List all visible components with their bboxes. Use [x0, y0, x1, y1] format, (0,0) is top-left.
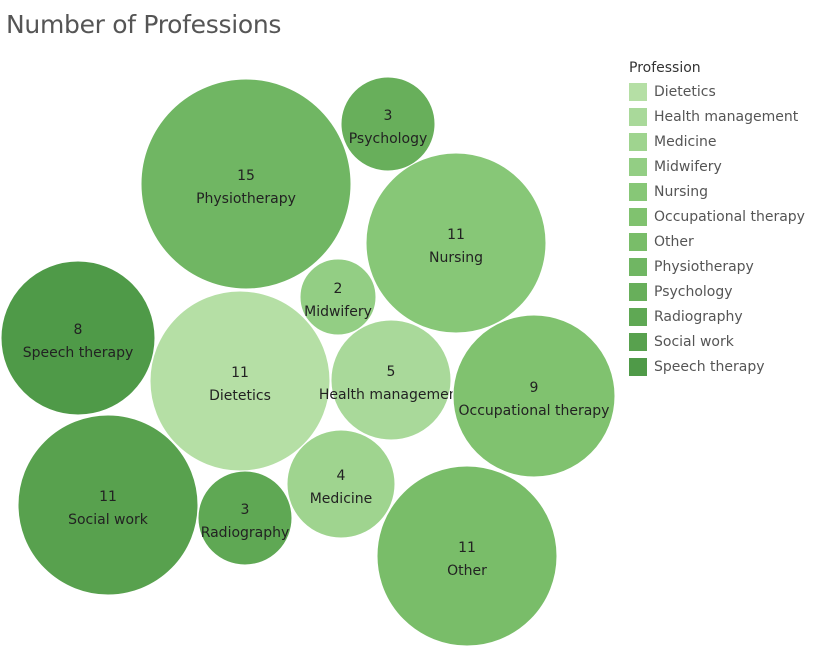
legend-item[interactable]: Midwifery	[629, 154, 805, 179]
legend-item[interactable]: Psychology	[629, 279, 805, 304]
bubble-label: Radiography	[201, 525, 290, 541]
bubble-circle[interactable]	[197, 470, 293, 566]
bubble-label: Speech therapy	[23, 345, 134, 361]
legend-item[interactable]: Social work	[629, 329, 805, 354]
legend-swatch	[629, 132, 647, 151]
legend-label: Other	[654, 233, 694, 250]
legend-swatch	[629, 332, 647, 351]
legend-swatch	[629, 282, 647, 301]
bubble-label: Occupational therapy	[459, 403, 610, 419]
bubble-chart: 15 Physiotherapy 3 Psychology 11 Nursing 2 Midw…	[0, 76, 616, 647]
bubble-circle[interactable]	[299, 258, 377, 336]
legend-label: Social work	[654, 333, 734, 350]
bubble-other[interactable]: 11 Other	[376, 465, 558, 647]
bubble-psychology[interactable]: 3 Psychology	[340, 76, 436, 172]
legend-item[interactable]: Dietetics	[629, 79, 805, 104]
bubble-value: 15	[237, 168, 255, 184]
bubble-value: 2	[334, 281, 343, 297]
legend-swatch	[629, 207, 647, 226]
bubble-speech-therapy[interactable]: 8 Speech therapy	[0, 260, 156, 416]
legend-item[interactable]: Health management	[629, 104, 805, 129]
legend-swatch	[629, 307, 647, 326]
bubble-label: Psychology	[349, 131, 428, 147]
bubble-circle[interactable]	[452, 314, 616, 478]
bubble-circle[interactable]	[140, 78, 352, 290]
bubble-value: 8	[74, 322, 83, 338]
legend-swatch	[629, 357, 647, 376]
legend-label: Occupational therapy	[654, 208, 805, 225]
legend-swatch	[629, 157, 647, 176]
legend-item[interactable]: Occupational therapy	[629, 204, 805, 229]
bubble-circle[interactable]	[17, 414, 199, 596]
legend-item[interactable]: Medicine	[629, 129, 805, 154]
bubble-radiography[interactable]: 3 Radiography	[197, 470, 293, 566]
bubble-label: Nursing	[429, 250, 483, 266]
bubble-value: 3	[384, 108, 393, 124]
legend-label: Midwifery	[654, 158, 722, 175]
bubble-circle[interactable]	[286, 429, 396, 539]
legend-label: Speech therapy	[654, 358, 765, 375]
bubble-dietetics[interactable]: 11 Dietetics	[149, 290, 331, 472]
bubble-occupational-therapy[interactable]: 9 Occupational therapy	[452, 314, 616, 478]
legend-item[interactable]: Radiography	[629, 304, 805, 329]
bubble-circle[interactable]	[340, 76, 436, 172]
bubble-value: 11	[99, 489, 117, 505]
chart-title: Number of Professions	[6, 10, 282, 39]
bubble-circle[interactable]	[330, 319, 452, 441]
legend-label: Physiotherapy	[654, 258, 754, 275]
legend-swatch	[629, 107, 647, 126]
legend-item[interactable]: Nursing	[629, 179, 805, 204]
legend-label: Health management	[654, 108, 799, 125]
bubble-label: Medicine	[310, 491, 373, 507]
legend-label: Radiography	[654, 308, 743, 325]
legend: Profession Dietetics Health management Med…	[629, 60, 805, 379]
legend-label: Medicine	[654, 133, 717, 150]
bubble-circle[interactable]	[149, 290, 331, 472]
bubble-value: 5	[387, 364, 396, 380]
legend-swatch	[629, 182, 647, 201]
legend-label: Dietetics	[654, 83, 716, 100]
legend-swatch	[629, 257, 647, 276]
bubble-circle[interactable]	[0, 260, 156, 416]
bubble-social-work[interactable]: 11 Social work	[17, 414, 199, 596]
legend-label: Nursing	[654, 183, 709, 200]
legend-item[interactable]: Physiotherapy	[629, 254, 805, 279]
bubble-label: Midwifery	[304, 304, 372, 320]
legend-items: Dietetics Health management Medicine Midwif…	[629, 79, 805, 379]
bubble-label: Dietetics	[209, 388, 271, 404]
legend-swatch	[629, 232, 647, 251]
bubble-health-management[interactable]: 5 Health management	[319, 319, 464, 441]
bubble-midwifery[interactable]: 2 Midwifery	[299, 258, 377, 336]
bubble-label: Other	[447, 563, 487, 579]
bubble-label: Social work	[68, 512, 149, 528]
bubble-physiotherapy[interactable]: 15 Physiotherapy	[140, 78, 352, 290]
bubble-label: Health management	[319, 387, 464, 403]
legend-swatch	[629, 82, 647, 101]
bubble-value: 4	[337, 468, 346, 484]
bubble-value: 11	[447, 227, 465, 243]
bubble-circle[interactable]	[365, 152, 547, 334]
bubble-circle[interactable]	[376, 465, 558, 647]
bubble-value: 9	[530, 380, 539, 396]
legend-title: Profession	[629, 60, 701, 76]
bubble-value: 11	[231, 365, 249, 381]
bubble-nursing[interactable]: 11 Nursing	[365, 152, 547, 334]
bubble-value: 11	[458, 540, 476, 556]
legend-item[interactable]: Other	[629, 229, 805, 254]
legend-label: Psychology	[654, 283, 733, 300]
bubble-label: Physiotherapy	[196, 191, 296, 207]
bubble-medicine[interactable]: 4 Medicine	[286, 429, 396, 539]
bubble-value: 3	[241, 502, 250, 518]
legend-item[interactable]: Speech therapy	[629, 354, 805, 379]
